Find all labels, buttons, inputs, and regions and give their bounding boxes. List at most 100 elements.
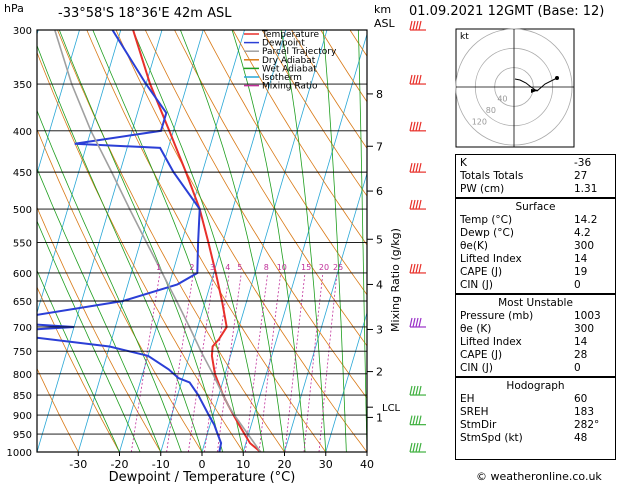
row-label: Lifted Index: [460, 336, 522, 348]
legend-label: Dewpoint: [262, 39, 305, 49]
wind-barb-flag: [418, 415, 422, 425]
y-axis-label: hPa: [4, 2, 24, 15]
legend-label: Wet Adiabat: [262, 64, 317, 74]
mixing-ratio-line: [284, 272, 306, 452]
row-value: -36: [574, 157, 592, 169]
mixing-ratio-line: [130, 272, 161, 452]
x-tick-label: 40: [360, 458, 374, 471]
wind-barb-flag: [418, 199, 422, 210]
row-label: θe(K): [460, 240, 488, 252]
mixing-ratio-axis-label: Mixing Ratio (g/kg): [389, 228, 402, 332]
table-row: Temp (°C) 14.2: [460, 214, 611, 227]
row-value: 14: [574, 253, 588, 265]
wet-adiabat-line: [322, 30, 347, 452]
pressure-tick-label: 550: [13, 238, 32, 249]
legend-label: Mixing Ratio: [262, 82, 318, 92]
row-label: Pressure (mb): [460, 310, 534, 322]
surface-box: Surface Temp (°C) 14.2 Dewp (°C) 4.2 θe(K) 300…: [455, 198, 616, 294]
table-title: Most Unstable: [498, 297, 573, 309]
asl-axis-label: ASL: [374, 17, 396, 30]
sounding-datetime: 01.09.2021 12GMT (Base: 12): [409, 4, 605, 19]
row-label: K: [460, 157, 467, 169]
series-line-parcel-trajectory: [54, 30, 262, 452]
mixing-ratio-line: [258, 272, 282, 452]
row-value: 282°: [574, 419, 600, 431]
row-value: 0: [574, 362, 581, 374]
mixing-ratio-label: 1: [156, 263, 161, 272]
table-row: StmDir 282°: [460, 419, 611, 432]
wind-barb-flag: [418, 121, 422, 131]
isotherm-line: [37, 30, 122, 315]
mixing-ratio-label: 10: [277, 263, 287, 272]
hodograph-ring-label: 80: [486, 106, 496, 115]
km-tick-label: 4: [376, 278, 383, 291]
wind-barb-flag: [409, 317, 413, 328]
row-value: 300: [574, 323, 595, 335]
pressure-tick-label: 850: [13, 391, 32, 402]
wind-barb-flag: [412, 415, 416, 425]
wind-barb-flag: [409, 263, 413, 274]
pressure-tick-label: 350: [13, 80, 32, 91]
wind-barb-flag: [418, 20, 422, 31]
wind-barb-flag: [412, 74, 416, 85]
table-row: CAPE (J) 19: [460, 266, 611, 279]
table-row: PW (cm) 1.31: [460, 183, 611, 196]
row-label: CIN (J): [460, 362, 493, 374]
most-unstable-box: Most Unstable Pressure (mb) 1003 θe (K) 300 L…: [455, 294, 616, 377]
wind-barb-flag: [418, 385, 422, 396]
isotherm-line: [325, 311, 367, 452]
station-location: -33°58'S 18°36'E 42m ASL: [58, 6, 232, 21]
dry-adiabat-line: [291, 30, 367, 150]
km-axis-label: km: [374, 3, 391, 16]
mixing-ratio-label: 4: [225, 263, 230, 272]
dry-adiabat-line: [232, 30, 367, 246]
wind-barb-flag: [409, 199, 413, 210]
table-row: K -36: [460, 157, 611, 170]
pressure-tick-label: 500: [13, 205, 32, 216]
wind-barb-flag: [409, 74, 413, 85]
mixing-ratio-line: [303, 272, 324, 452]
km-tick-label: 7: [376, 140, 383, 153]
legend-label: Dry Adiabat: [262, 56, 316, 66]
km-tick-label: 3: [376, 323, 383, 336]
row-label: θe (K): [460, 323, 492, 335]
pressure-tick-label: 700: [13, 323, 32, 334]
wind-barb-flag: [412, 263, 416, 274]
row-value: 183: [574, 406, 595, 418]
hodograph-ring-label: 40: [497, 95, 507, 104]
x-tick-label: 10: [236, 458, 250, 471]
x-axis-label: Dewpoint / Temperature (°C): [109, 470, 296, 485]
wind-barb-flag: [412, 317, 416, 328]
row-value: 48: [574, 432, 588, 444]
row-value: 14: [574, 336, 588, 348]
row-value: 4.2: [574, 227, 591, 239]
wind-barb-flag: [412, 199, 416, 210]
x-tick-label: 0: [199, 458, 206, 471]
row-value: 19: [574, 266, 588, 278]
hodograph-point: [555, 76, 559, 80]
row-value: 0: [574, 279, 581, 291]
mixing-ratio-label: 3: [210, 263, 215, 272]
mixing-ratio-line: [318, 272, 338, 452]
row-value: 60: [574, 393, 588, 405]
legend-label: Isotherm: [262, 73, 302, 83]
row-value: 300: [574, 240, 595, 252]
row-label: Totals Totals: [460, 170, 524, 182]
pressure-tick-label: 950: [13, 430, 32, 441]
mixing-ratio-label: 2: [189, 263, 194, 272]
wind-barb-flag: [415, 74, 419, 85]
table-row: θe (K) 300: [460, 323, 611, 336]
table-row: Dewp (°C) 4.2: [460, 227, 611, 240]
mixing-ratio-line: [188, 272, 215, 452]
wind-barb-flag: [409, 20, 413, 31]
wind-barb-flag: [415, 317, 419, 328]
mixing-ratio-line: [245, 272, 269, 452]
hodograph-box: Hodograph EH 60 SREH 183 StmDir 282° StmSpd (kt…: [455, 377, 616, 460]
lcl-label: LCL: [382, 403, 401, 414]
pressure-tick-label: 800: [13, 370, 32, 381]
table-row: Pressure (mb) 1003: [460, 310, 611, 323]
wind-barb-flag: [418, 74, 422, 85]
pressure-tick-label: 650: [13, 297, 32, 308]
wind-barb-flag: [409, 415, 413, 425]
